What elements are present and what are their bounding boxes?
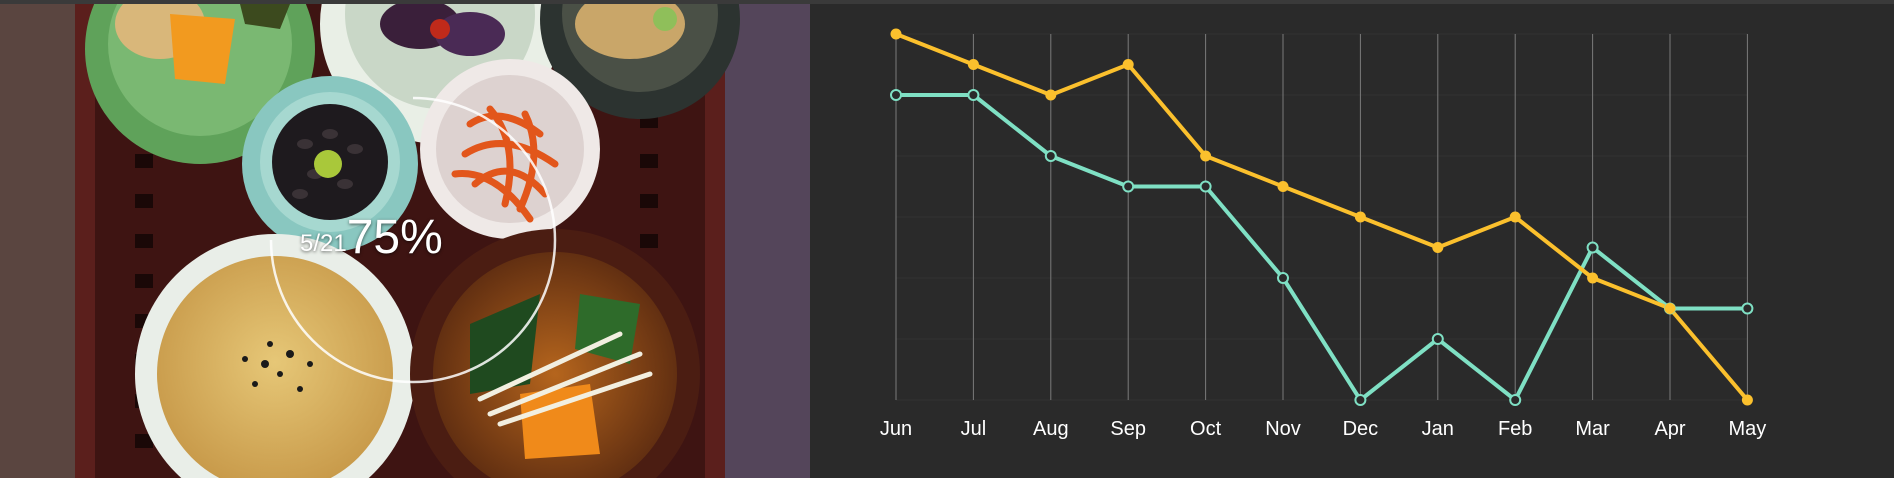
series-lines [895,32,1749,402]
series-1-point [1354,211,1366,223]
series-2-point [1122,180,1135,193]
line-chart-panel: Jun Jul Aug Sep Oct Nov Dec Jan Feb Mar Apr May [810,4,1894,478]
top-strip [0,0,1894,4]
series-1-point [1200,150,1212,162]
series-2-point [1509,394,1522,406]
food-photo [0,4,810,478]
series-1-point [1587,272,1599,284]
series-2-point [967,89,980,101]
series-2-point [890,89,902,101]
x-tick-label: Mar [1575,418,1610,440]
series-1-point [1432,242,1444,253]
x-axis-tick-labels: Jun Jul Aug Sep Oct Nov Dec Jan Feb Mar Apr May [880,418,1766,440]
series-line-2 [896,93,1748,402]
x-tick-label: Dec [1343,418,1379,440]
x-tick-label: May [1729,418,1767,440]
x-tick-label: Jul [961,418,987,440]
series-2-point [1354,394,1367,406]
series-1-point [890,28,902,40]
x-tick-label: Jan [1422,418,1454,440]
series-1-point [1122,59,1134,70]
series-2-point [1277,272,1289,284]
x-tick-label: Jun [880,418,912,440]
series-2-point [1741,302,1754,315]
series-1-point [1045,89,1057,101]
vertical-gridlines [895,34,1748,400]
horizontal-gridlines [896,33,1748,401]
series-1-point [1277,181,1289,192]
x-tick-label: Nov [1265,418,1301,440]
series-1-point [967,59,979,70]
series-2-point [1586,241,1599,254]
food-photo-panel: 5/2175% [0,4,810,478]
x-tick-label: Sep [1110,418,1146,440]
line-chart: Jun Jul Aug Sep Oct Nov Dec Jan Feb Mar Apr May [880,28,1766,440]
series-1-point [1664,303,1676,314]
series-line-1 [895,32,1749,402]
series-1-point [1509,211,1521,223]
x-tick-label: Apr [1654,418,1685,440]
x-tick-label: Oct [1190,418,1222,440]
series-points [890,28,1754,406]
series-1-point [1741,394,1753,406]
series-2-point [1431,333,1444,345]
x-tick-label: Aug [1033,418,1069,440]
x-tick-label: Feb [1498,418,1532,440]
series-2-point [1199,180,1212,193]
series-2-point [1044,150,1057,162]
